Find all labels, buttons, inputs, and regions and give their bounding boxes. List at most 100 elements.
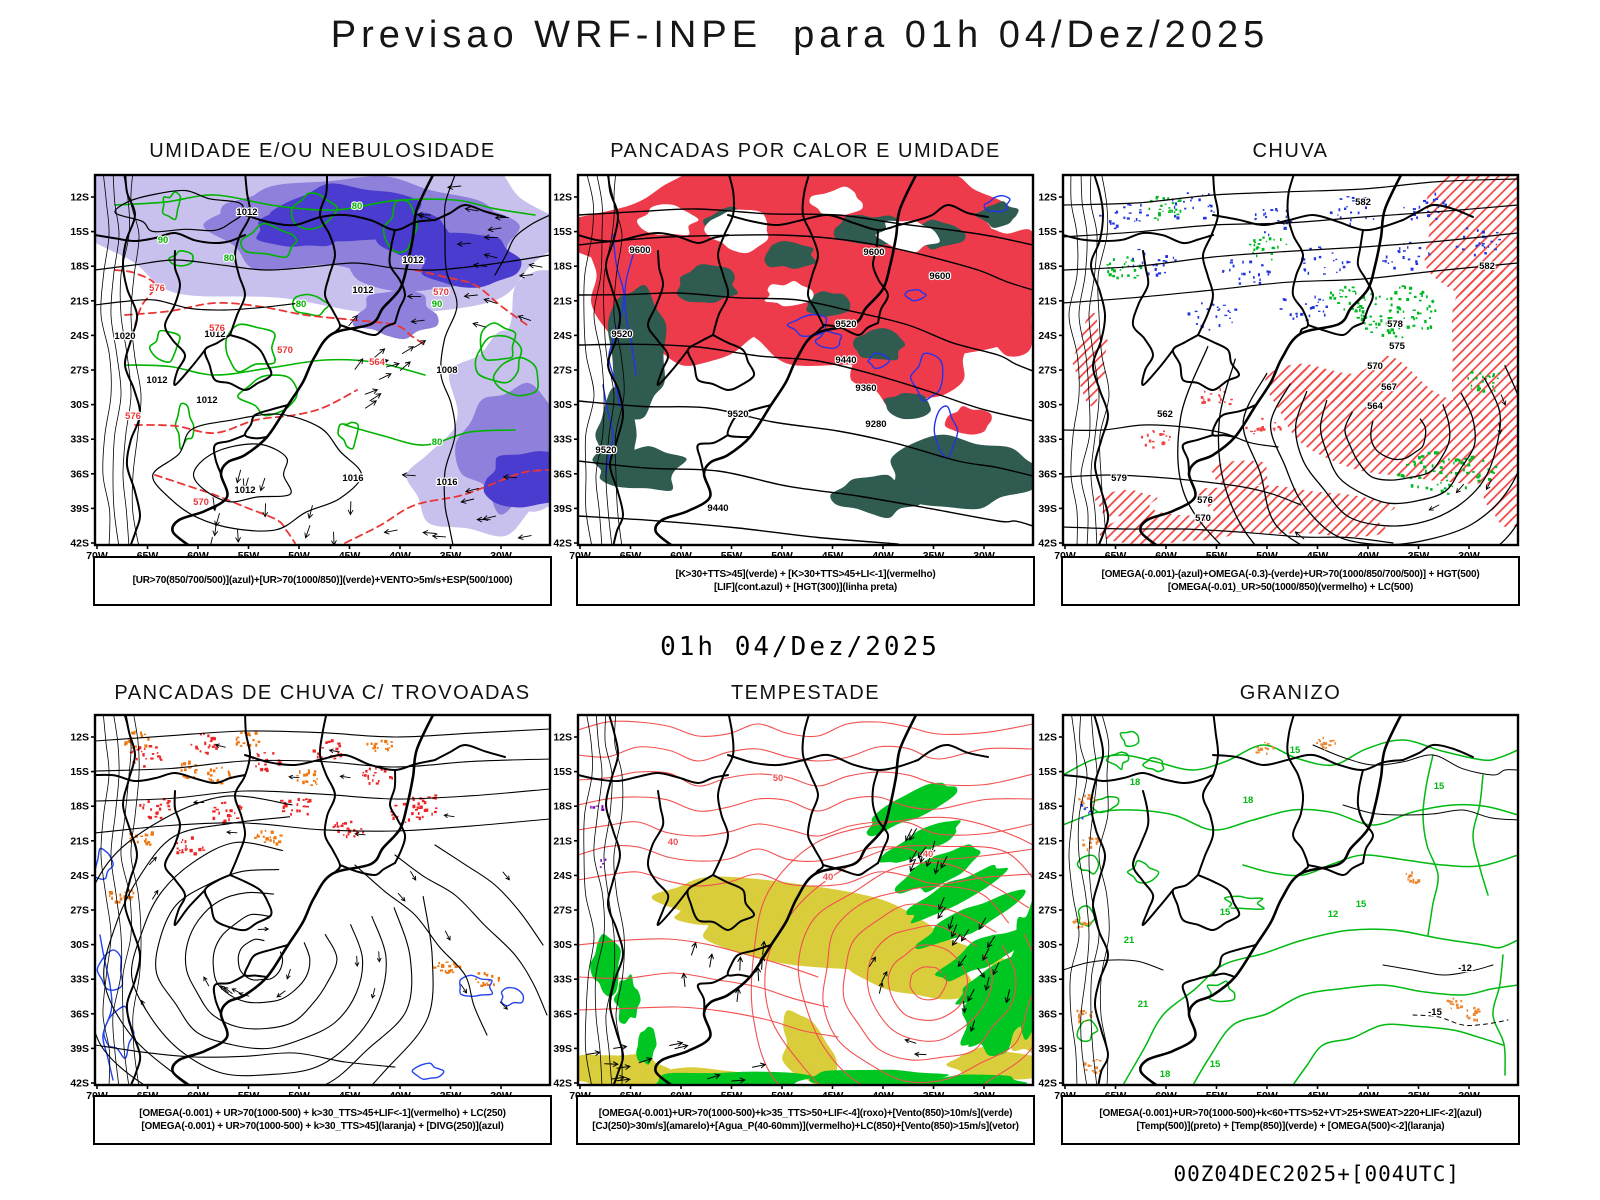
svg-text:24S: 24S <box>553 330 572 342</box>
svg-text:1012: 1012 <box>234 485 255 496</box>
svg-text:576: 576 <box>125 411 141 422</box>
svg-text:-12: -12 <box>1458 963 1472 974</box>
center-date: 01h 04/Dez/2025 <box>660 632 940 662</box>
map-trovoadas: 12S15S18S21S24S27S30S33S36S39S42S70W65W6… <box>70 713 552 1101</box>
svg-text:12S: 12S <box>553 732 572 744</box>
svg-text:9440: 9440 <box>835 355 856 366</box>
svg-text:65W: 65W <box>620 550 642 561</box>
svg-text:30S: 30S <box>553 939 572 951</box>
svg-text:15S: 15S <box>1038 226 1057 238</box>
svg-text:36S: 36S <box>1038 1008 1057 1020</box>
svg-text:12S: 12S <box>1038 732 1057 744</box>
svg-text:576: 576 <box>209 323 225 334</box>
panel-title-umidade: UMIDADE E/OU NEBULOSIDADE <box>149 140 496 162</box>
svg-text:24S: 24S <box>1038 870 1057 882</box>
svg-text:570: 570 <box>277 345 293 356</box>
map-granizo: 18 18 18 15 15 15 15 15 21 21 12 -12 -15 12S 15S 18S 21S… <box>1038 713 1520 1101</box>
legend-trovoadas: [OMEGA(-0.001) + UR>70(1000-500) + k>30_… <box>93 1095 552 1145</box>
svg-text:36S: 36S <box>553 468 572 480</box>
svg-text:12: 12 <box>1328 909 1339 920</box>
svg-text:575: 575 <box>1389 341 1406 352</box>
legend-chuva: [OMEGA(-0.001)-(azul)+OMEGA(-0.3)-(verde… <box>1061 556 1520 606</box>
svg-text:39S: 39S <box>70 1043 89 1055</box>
svg-text:65W: 65W <box>1105 550 1127 561</box>
svg-text:21: 21 <box>1124 935 1135 946</box>
svg-text:567: 567 <box>1381 382 1397 393</box>
svg-text:1012: 1012 <box>196 395 217 406</box>
svg-text:564: 564 <box>1367 401 1384 412</box>
svg-text:27S: 27S <box>1038 905 1057 917</box>
legend-line: [CJ(250)>30m/s](amarelo)+[Agua_P(40-60mm… <box>592 1121 1019 1132</box>
svg-text:60W: 60W <box>1155 550 1177 561</box>
svg-text:35W: 35W <box>440 550 462 561</box>
map-umidade: 1012 1012 1012 1012 1012 1012 1012 1016 1016 1008… <box>70 173 552 561</box>
svg-text:18S: 18S <box>70 261 89 273</box>
panel-title-granizo: GRANIZO <box>1239 682 1342 704</box>
svg-text:9520: 9520 <box>611 329 632 340</box>
svg-text:39S: 39S <box>1038 503 1057 515</box>
svg-text:40: 40 <box>923 849 934 860</box>
svg-text:30S: 30S <box>553 399 572 411</box>
svg-text:35W: 35W <box>923 550 945 561</box>
svg-text:24S: 24S <box>1038 330 1057 342</box>
svg-text:33S: 33S <box>70 434 89 446</box>
svg-text:21S: 21S <box>1038 295 1057 307</box>
svg-text:570: 570 <box>1195 513 1211 524</box>
svg-text:39S: 39S <box>70 503 89 515</box>
svg-text:9600: 9600 <box>863 247 884 258</box>
svg-text:42S: 42S <box>70 1078 89 1090</box>
svg-text:582: 582 <box>1479 261 1495 272</box>
svg-text:1020: 1020 <box>114 331 135 342</box>
svg-text:1012: 1012 <box>146 375 167 386</box>
svg-text:570: 570 <box>433 287 449 298</box>
panel-title-tempestade: TEMPESTADE <box>730 682 881 704</box>
svg-text:30W: 30W <box>1458 550 1480 561</box>
svg-text:27S: 27S <box>1038 365 1057 377</box>
svg-text:65W: 65W <box>137 550 159 561</box>
svg-text:18: 18 <box>1130 777 1141 788</box>
svg-text:42S: 42S <box>1038 538 1057 550</box>
svg-text:33S: 33S <box>553 434 572 446</box>
svg-text:33S: 33S <box>70 974 89 986</box>
svg-text:36S: 36S <box>70 468 89 480</box>
svg-text:50W: 50W <box>1256 550 1278 561</box>
svg-text:15: 15 <box>1290 745 1301 756</box>
svg-text:35W: 35W <box>1408 550 1430 561</box>
svg-text:40: 40 <box>823 872 834 883</box>
svg-text:18S: 18S <box>1038 261 1057 273</box>
svg-text:60W: 60W <box>187 550 209 561</box>
svg-text:45W: 45W <box>822 550 844 561</box>
svg-text:15: 15 <box>1434 781 1445 792</box>
svg-text:36S: 36S <box>1038 468 1057 480</box>
svg-text:40: 40 <box>668 837 679 848</box>
svg-text:30S: 30S <box>1038 399 1057 411</box>
svg-text:9520: 9520 <box>835 319 856 330</box>
svg-text:21S: 21S <box>1038 835 1057 847</box>
svg-text:36S: 36S <box>70 1008 89 1020</box>
svg-text:578: 578 <box>1387 319 1403 330</box>
legend-line: [Temp(500)](preto) + [Temp(850)](verde) … <box>1136 1121 1445 1132</box>
svg-text:15S: 15S <box>70 766 89 778</box>
svg-text:30S: 30S <box>70 939 89 951</box>
panel-title-chuva: CHUVA <box>1252 140 1329 162</box>
svg-text:1008: 1008 <box>436 365 457 376</box>
svg-text:15: 15 <box>1210 1059 1221 1070</box>
svg-text:570: 570 <box>193 497 209 508</box>
svg-text:1016: 1016 <box>342 473 363 484</box>
svg-text:9280: 9280 <box>865 419 886 430</box>
svg-text:21S: 21S <box>553 835 572 847</box>
svg-text:12S: 12S <box>553 192 572 204</box>
svg-text:30S: 30S <box>70 399 89 411</box>
svg-text:30W: 30W <box>973 550 995 561</box>
svg-text:564: 564 <box>369 357 386 368</box>
footer-timestamp: 00Z04DEC2025+[004UTC] <box>1173 1162 1460 1186</box>
svg-text:576: 576 <box>149 283 165 294</box>
panel-title-pancadas: PANCADAS POR CALOR E UMIDADE <box>610 140 1001 162</box>
page-title: Previsao WRF-INPE para 01h 04/Dez/2025 <box>330 14 1270 56</box>
svg-text:15: 15 <box>1220 907 1231 918</box>
legend-line: [LIF](cont.azul) + [HGT(300)](linha pret… <box>714 582 897 593</box>
svg-text:1012: 1012 <box>204 329 225 340</box>
svg-text:45W: 45W <box>1307 550 1329 561</box>
svg-text:42S: 42S <box>553 538 572 550</box>
svg-text:15S: 15S <box>553 226 572 238</box>
